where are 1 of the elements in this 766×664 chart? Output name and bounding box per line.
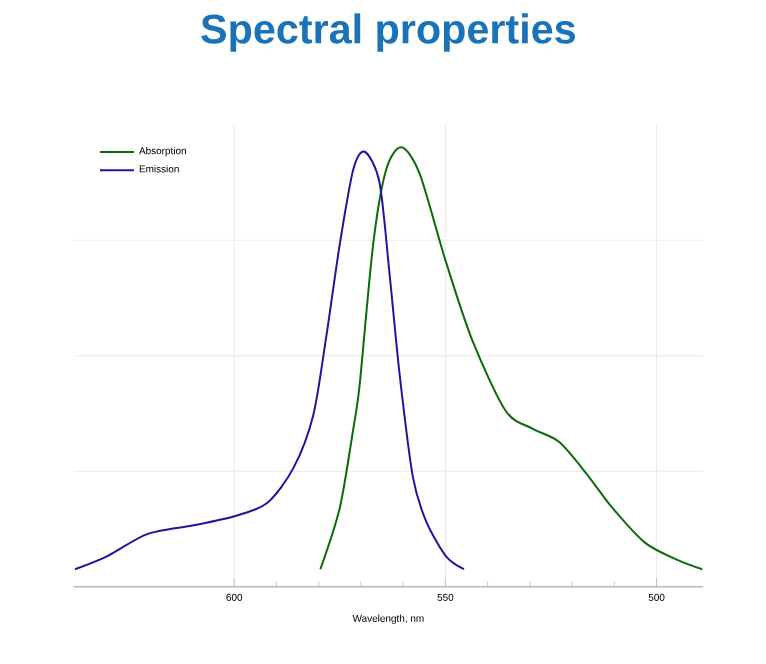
chart-title: Spectral properties [201, 13, 575, 53]
